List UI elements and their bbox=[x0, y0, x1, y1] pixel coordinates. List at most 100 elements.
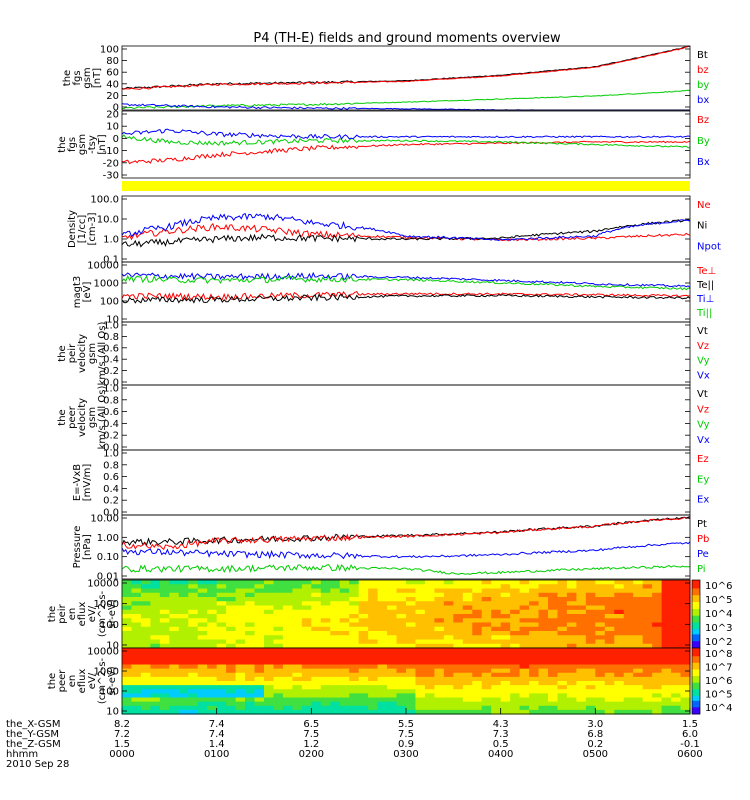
heatmap-cell bbox=[576, 609, 587, 615]
heatmap-cell bbox=[122, 605, 133, 611]
heatmap-cell bbox=[576, 639, 587, 645]
heatmap-cell bbox=[358, 672, 369, 678]
heatmap-cell bbox=[510, 668, 521, 674]
heatmap-cell bbox=[320, 685, 331, 690]
heatmap-cell bbox=[481, 605, 492, 611]
heatmap-cell bbox=[633, 664, 644, 670]
y-axis-label: the bbox=[57, 409, 68, 425]
heatmap-cell bbox=[169, 672, 180, 678]
heatmap-cell bbox=[330, 635, 341, 641]
heatmap-cell bbox=[500, 609, 511, 615]
colorbar-tick-label: 10^5 bbox=[705, 595, 732, 606]
heatmap-cell bbox=[604, 580, 615, 585]
heatmap-cell bbox=[188, 672, 199, 678]
heatmap-cell bbox=[585, 701, 596, 707]
heatmap-cell bbox=[368, 635, 379, 641]
heatmap-cell bbox=[548, 705, 559, 711]
heatmap-cell bbox=[661, 631, 672, 636]
heatmap-cell bbox=[245, 648, 256, 653]
heatmap-cell bbox=[254, 614, 265, 619]
heatmap-cell bbox=[245, 597, 256, 602]
y-tick-label: 0.01 bbox=[97, 572, 119, 583]
heatmap-cell bbox=[633, 597, 644, 602]
heatmap-cell bbox=[529, 618, 540, 624]
heatmap-cell bbox=[453, 697, 464, 703]
heatmap-cell bbox=[396, 685, 407, 690]
heatmap-cell bbox=[614, 685, 625, 690]
heatmap-cell bbox=[415, 588, 426, 594]
heatmap-cell bbox=[226, 672, 237, 678]
heatmap-cell bbox=[349, 622, 360, 628]
heatmap-cell bbox=[680, 652, 691, 657]
y-tick-label: 10000 bbox=[87, 579, 119, 590]
heatmap-cell bbox=[623, 618, 634, 624]
heatmap-cell bbox=[311, 643, 322, 649]
heatmap-cell bbox=[368, 622, 379, 628]
heatmap-cell bbox=[122, 652, 133, 657]
heatmap-cell bbox=[614, 631, 625, 636]
heatmap-cell bbox=[652, 676, 663, 682]
colorbar-swatch bbox=[692, 705, 700, 708]
heatmap-cell bbox=[642, 597, 653, 602]
heatmap-cell bbox=[633, 614, 644, 619]
series-line-Te bbox=[121, 293, 691, 304]
heatmap-cell bbox=[548, 664, 559, 670]
heatmap-cell bbox=[216, 709, 227, 715]
heatmap-cell bbox=[150, 588, 161, 594]
heatmap-cell bbox=[159, 588, 170, 594]
heatmap-cell bbox=[614, 693, 625, 699]
heatmap-cell bbox=[529, 588, 540, 594]
heatmap-cell bbox=[207, 643, 218, 649]
heatmap-cell bbox=[614, 672, 625, 678]
heatmap-cell bbox=[642, 697, 653, 703]
heatmap-cell bbox=[188, 648, 199, 653]
heatmap-cell bbox=[548, 614, 559, 619]
heatmap-cell bbox=[178, 672, 189, 678]
heatmap-cell bbox=[453, 709, 464, 715]
heatmap-cell bbox=[585, 631, 596, 636]
x-axis-value: 1.5 bbox=[682, 719, 698, 730]
y-axis-label: magt3 bbox=[72, 276, 83, 309]
heatmap-cell bbox=[642, 705, 653, 711]
heatmap-cell bbox=[207, 681, 218, 686]
heatmap-cell bbox=[491, 605, 502, 611]
heatmap-cell bbox=[245, 618, 256, 624]
heatmap-cell bbox=[273, 672, 284, 678]
heatmap-cell bbox=[216, 656, 227, 661]
heatmap-cell bbox=[566, 681, 577, 686]
heatmap-cell bbox=[604, 693, 615, 699]
heatmap-cell bbox=[538, 643, 549, 649]
heatmap-cell bbox=[510, 643, 521, 649]
heatmap-cell bbox=[519, 660, 530, 666]
series-line-bx bbox=[121, 103, 690, 111]
heatmap-cell bbox=[178, 652, 189, 657]
colorbar-swatch bbox=[692, 657, 700, 661]
legend-label: Ne bbox=[697, 200, 711, 211]
heatmap-cell bbox=[282, 614, 293, 619]
heatmap-cell bbox=[311, 705, 322, 711]
heatmap-cell bbox=[245, 697, 256, 703]
heatmap-cell bbox=[491, 705, 502, 711]
heatmap-cell bbox=[396, 580, 407, 585]
heatmap-cell bbox=[623, 676, 634, 682]
colorbar-swatch bbox=[692, 694, 700, 697]
heatmap-cell bbox=[424, 605, 435, 611]
heatmap-cell bbox=[320, 601, 331, 607]
heatmap-cell bbox=[207, 614, 218, 619]
heatmap-cell bbox=[566, 672, 577, 678]
heatmap-cell bbox=[557, 643, 568, 649]
heatmap-cell bbox=[406, 693, 417, 699]
heatmap-cell bbox=[538, 597, 549, 602]
heatmap-cell bbox=[519, 584, 530, 590]
heatmap-cell bbox=[235, 580, 246, 585]
heatmap-cell bbox=[529, 601, 540, 607]
heatmap-cell bbox=[264, 656, 275, 661]
heatmap-cell bbox=[159, 643, 170, 649]
legend-label: Bz bbox=[697, 115, 709, 126]
heatmap-cell bbox=[169, 693, 180, 699]
heatmap-cell bbox=[623, 597, 634, 602]
heatmap-cell bbox=[273, 709, 284, 715]
heatmap-cell bbox=[500, 648, 511, 653]
heatmap-cell bbox=[226, 656, 237, 661]
heatmap-cell bbox=[320, 631, 331, 636]
